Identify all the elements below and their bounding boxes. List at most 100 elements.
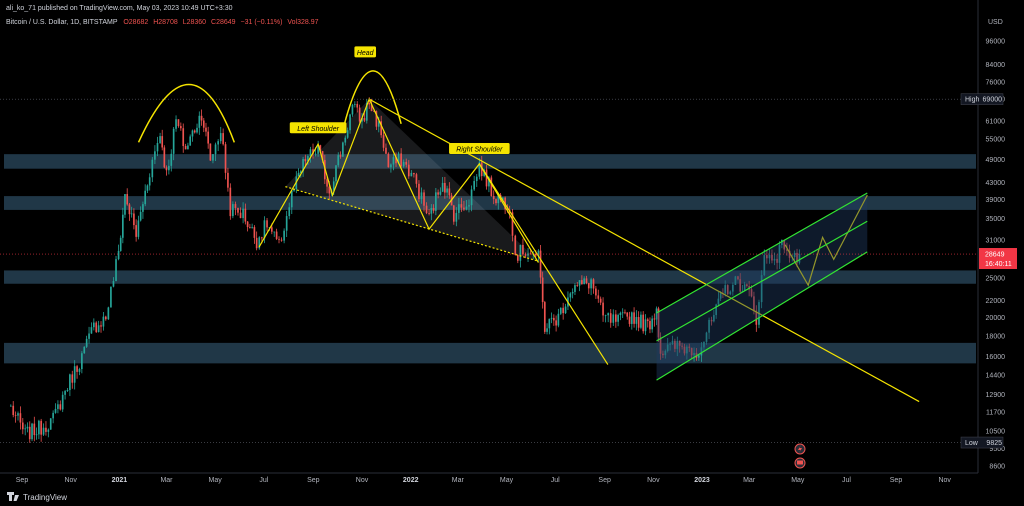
candle <box>686 344 688 360</box>
candle <box>522 238 524 256</box>
arc-2 <box>343 70 402 124</box>
candle <box>739 273 742 293</box>
candle <box>609 309 612 328</box>
head-label[interactable]: Head <box>354 46 377 58</box>
candle <box>198 111 201 135</box>
candle <box>144 184 147 207</box>
time-tick: May <box>500 477 514 484</box>
candle <box>395 152 397 167</box>
candle <box>590 277 592 296</box>
price-tick: 20000 <box>986 315 1006 322</box>
candle <box>583 276 586 285</box>
candle <box>92 318 95 331</box>
price-axis-unit: USD <box>988 19 1003 26</box>
candle <box>88 326 90 344</box>
candle <box>495 198 497 206</box>
candle <box>191 129 194 142</box>
price-tick: 84000 <box>986 62 1006 69</box>
candle <box>69 373 71 397</box>
candle <box>541 271 544 309</box>
candle <box>354 101 356 108</box>
price-tick: 9500 <box>989 446 1005 453</box>
time-tick: May <box>209 477 223 484</box>
candle <box>415 172 418 188</box>
candle <box>182 123 185 153</box>
published-line: ali_ko_71 published on TradingView.com, … <box>6 5 233 12</box>
candle <box>781 239 783 249</box>
candle <box>363 112 366 123</box>
time-tick: Nov <box>938 477 951 484</box>
candle <box>555 315 557 332</box>
candle <box>42 423 45 437</box>
candle <box>597 289 600 303</box>
candle <box>581 275 583 285</box>
candle <box>209 143 212 161</box>
candle <box>771 249 773 264</box>
candle <box>205 122 207 137</box>
price-tags: High 69000 Low 9825 28649 16:40:11 <box>0 93 1017 449</box>
candle <box>100 321 102 333</box>
candle <box>335 165 337 187</box>
candle <box>154 145 156 165</box>
candle <box>326 177 328 194</box>
zone-2 <box>4 196 976 210</box>
event-icon-lightning[interactable] <box>794 443 806 455</box>
candle <box>423 189 425 212</box>
candle <box>40 418 42 442</box>
candle <box>710 316 713 326</box>
volume-value: Vol328.97 <box>287 19 318 26</box>
candle <box>425 202 428 215</box>
candle <box>224 141 227 180</box>
candle <box>156 136 159 157</box>
open-value: O28682 <box>123 19 148 26</box>
price-tick: 39000 <box>986 197 1006 204</box>
tradingview-logo[interactable]: TradingView <box>7 492 67 502</box>
candle <box>428 208 430 216</box>
candle <box>595 285 597 299</box>
candle <box>239 207 242 219</box>
candle <box>54 403 57 414</box>
candle <box>724 280 727 297</box>
event-icon-flag[interactable] <box>794 457 806 469</box>
candle <box>465 199 468 211</box>
left-shoulder-label[interactable]: Left Shoulder <box>289 122 347 134</box>
price-tick: 11700 <box>986 409 1005 416</box>
candle <box>244 203 247 225</box>
candle <box>564 303 567 314</box>
candle <box>410 170 413 177</box>
right-shoulder-label[interactable]: Right Shoulder <box>449 143 510 155</box>
price-tick: 10500 <box>986 428 1006 435</box>
tradingview-logo-text: TradingView <box>23 493 67 502</box>
candle <box>146 184 149 194</box>
candle <box>655 306 658 326</box>
price-tick: 61000 <box>986 118 1006 125</box>
candle <box>24 424 27 436</box>
candle <box>703 341 705 353</box>
time-tick: 2023 <box>694 477 710 484</box>
candle <box>304 154 307 168</box>
price-tick: 18000 <box>986 333 1006 340</box>
candle <box>681 342 683 350</box>
candle <box>387 152 390 168</box>
candle <box>612 309 615 327</box>
svg-text:69000: 69000 <box>983 97 1003 104</box>
candle <box>312 143 314 159</box>
time-axis[interactable]: Sep Nov 2021 Mar May Jul Sep Nov 2022 Mar May Jul Se… <box>16 477 952 484</box>
candle <box>337 152 340 168</box>
candle <box>102 312 105 331</box>
candle <box>212 153 214 164</box>
candle <box>193 129 196 134</box>
support-resistance-zones <box>4 154 976 364</box>
candle <box>38 419 40 440</box>
candle <box>407 160 410 179</box>
time-tick: Mar <box>452 477 465 484</box>
candle <box>546 323 548 335</box>
candle <box>73 360 76 390</box>
candle <box>786 242 788 256</box>
close-value: C28649 <box>211 19 236 26</box>
price-channel <box>656 192 868 381</box>
candle <box>172 126 175 161</box>
candle <box>662 350 664 359</box>
candle <box>562 302 564 320</box>
